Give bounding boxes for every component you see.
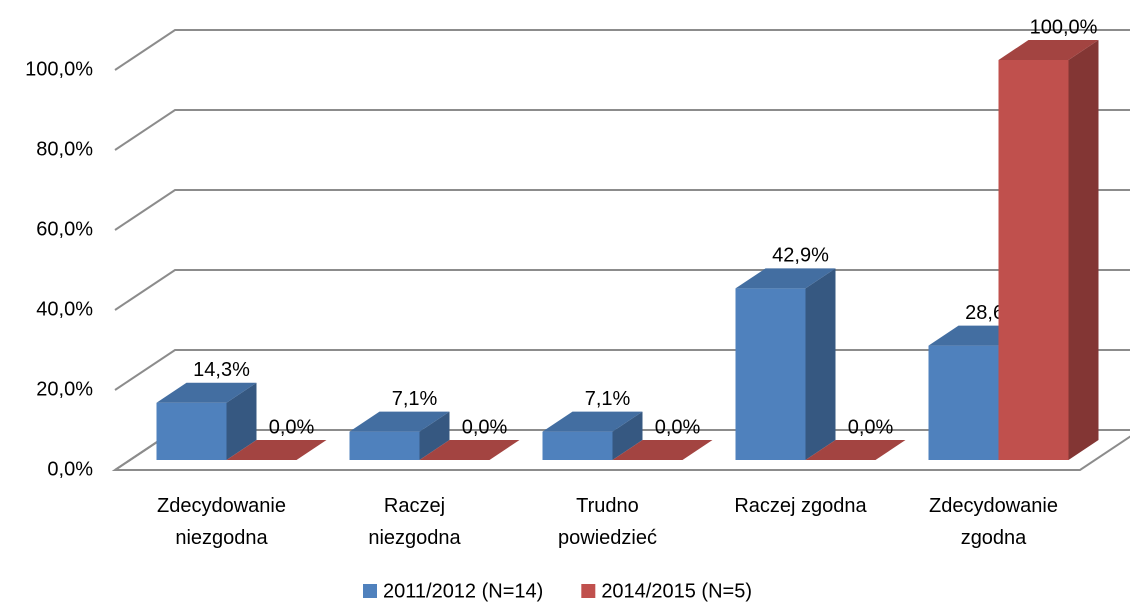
bar-top	[735, 268, 836, 289]
legend-swatch	[581, 584, 596, 598]
bar-front	[156, 402, 227, 460]
data-label: 14,3%	[193, 359, 250, 381]
data-label: 0,0%	[848, 416, 894, 438]
legend-swatch	[363, 584, 377, 598]
bar-front	[349, 431, 420, 460]
x-tick-label: Zdecydowanie niezgodna	[157, 495, 286, 549]
legend-label: 2011/2012 (N=14)	[383, 580, 543, 602]
data-label: 100,0%	[1030, 16, 1098, 38]
bar-top	[349, 411, 450, 432]
x-tick-label: Raczej zgodna	[734, 495, 867, 517]
bar-top	[419, 440, 520, 460]
bar-top	[542, 411, 643, 432]
y-tick-label: 40,0%	[36, 298, 93, 320]
y-tick-label: 80,0%	[36, 138, 93, 160]
bar-top	[998, 40, 1099, 60]
bar-side	[612, 411, 643, 460]
data-label: 7,1%	[392, 388, 438, 410]
y-tick-label: 0,0%	[47, 458, 93, 480]
bar-side	[1068, 40, 1099, 460]
bar-front	[928, 345, 999, 460]
floor	[111, 429, 1130, 471]
data-label: 0,0%	[269, 416, 315, 438]
bar-top	[805, 440, 906, 460]
data-label: 0,0%	[462, 416, 508, 438]
bar-top	[226, 440, 327, 460]
legend-label: 2014/2015 (N=5)	[601, 580, 752, 602]
x-tick-label: Zdecydowanie zgodna	[929, 495, 1058, 549]
grid-line	[114, 29, 1130, 71]
bar-side	[419, 411, 450, 460]
y-tick-label: 60,0%	[36, 218, 93, 240]
bar-side	[805, 268, 836, 460]
x-tick-label: Raczej niezgodna	[368, 495, 461, 549]
bar-top	[612, 440, 713, 460]
x-tick-label: Trudno powiedzieć	[558, 495, 657, 549]
bar-front	[735, 288, 806, 460]
y-tick-label: 20,0%	[36, 378, 93, 400]
data-label: 0,0%	[655, 416, 701, 438]
bar-front	[542, 431, 613, 460]
bar-side	[226, 382, 257, 460]
grid-line	[114, 109, 1130, 151]
data-label: 42,9%	[772, 245, 829, 267]
bar-front	[998, 60, 1069, 460]
grid-line	[114, 189, 1130, 231]
bar-top	[156, 382, 257, 403]
y-tick-label: 100,0%	[25, 58, 93, 80]
data-label: 7,1%	[585, 388, 631, 410]
